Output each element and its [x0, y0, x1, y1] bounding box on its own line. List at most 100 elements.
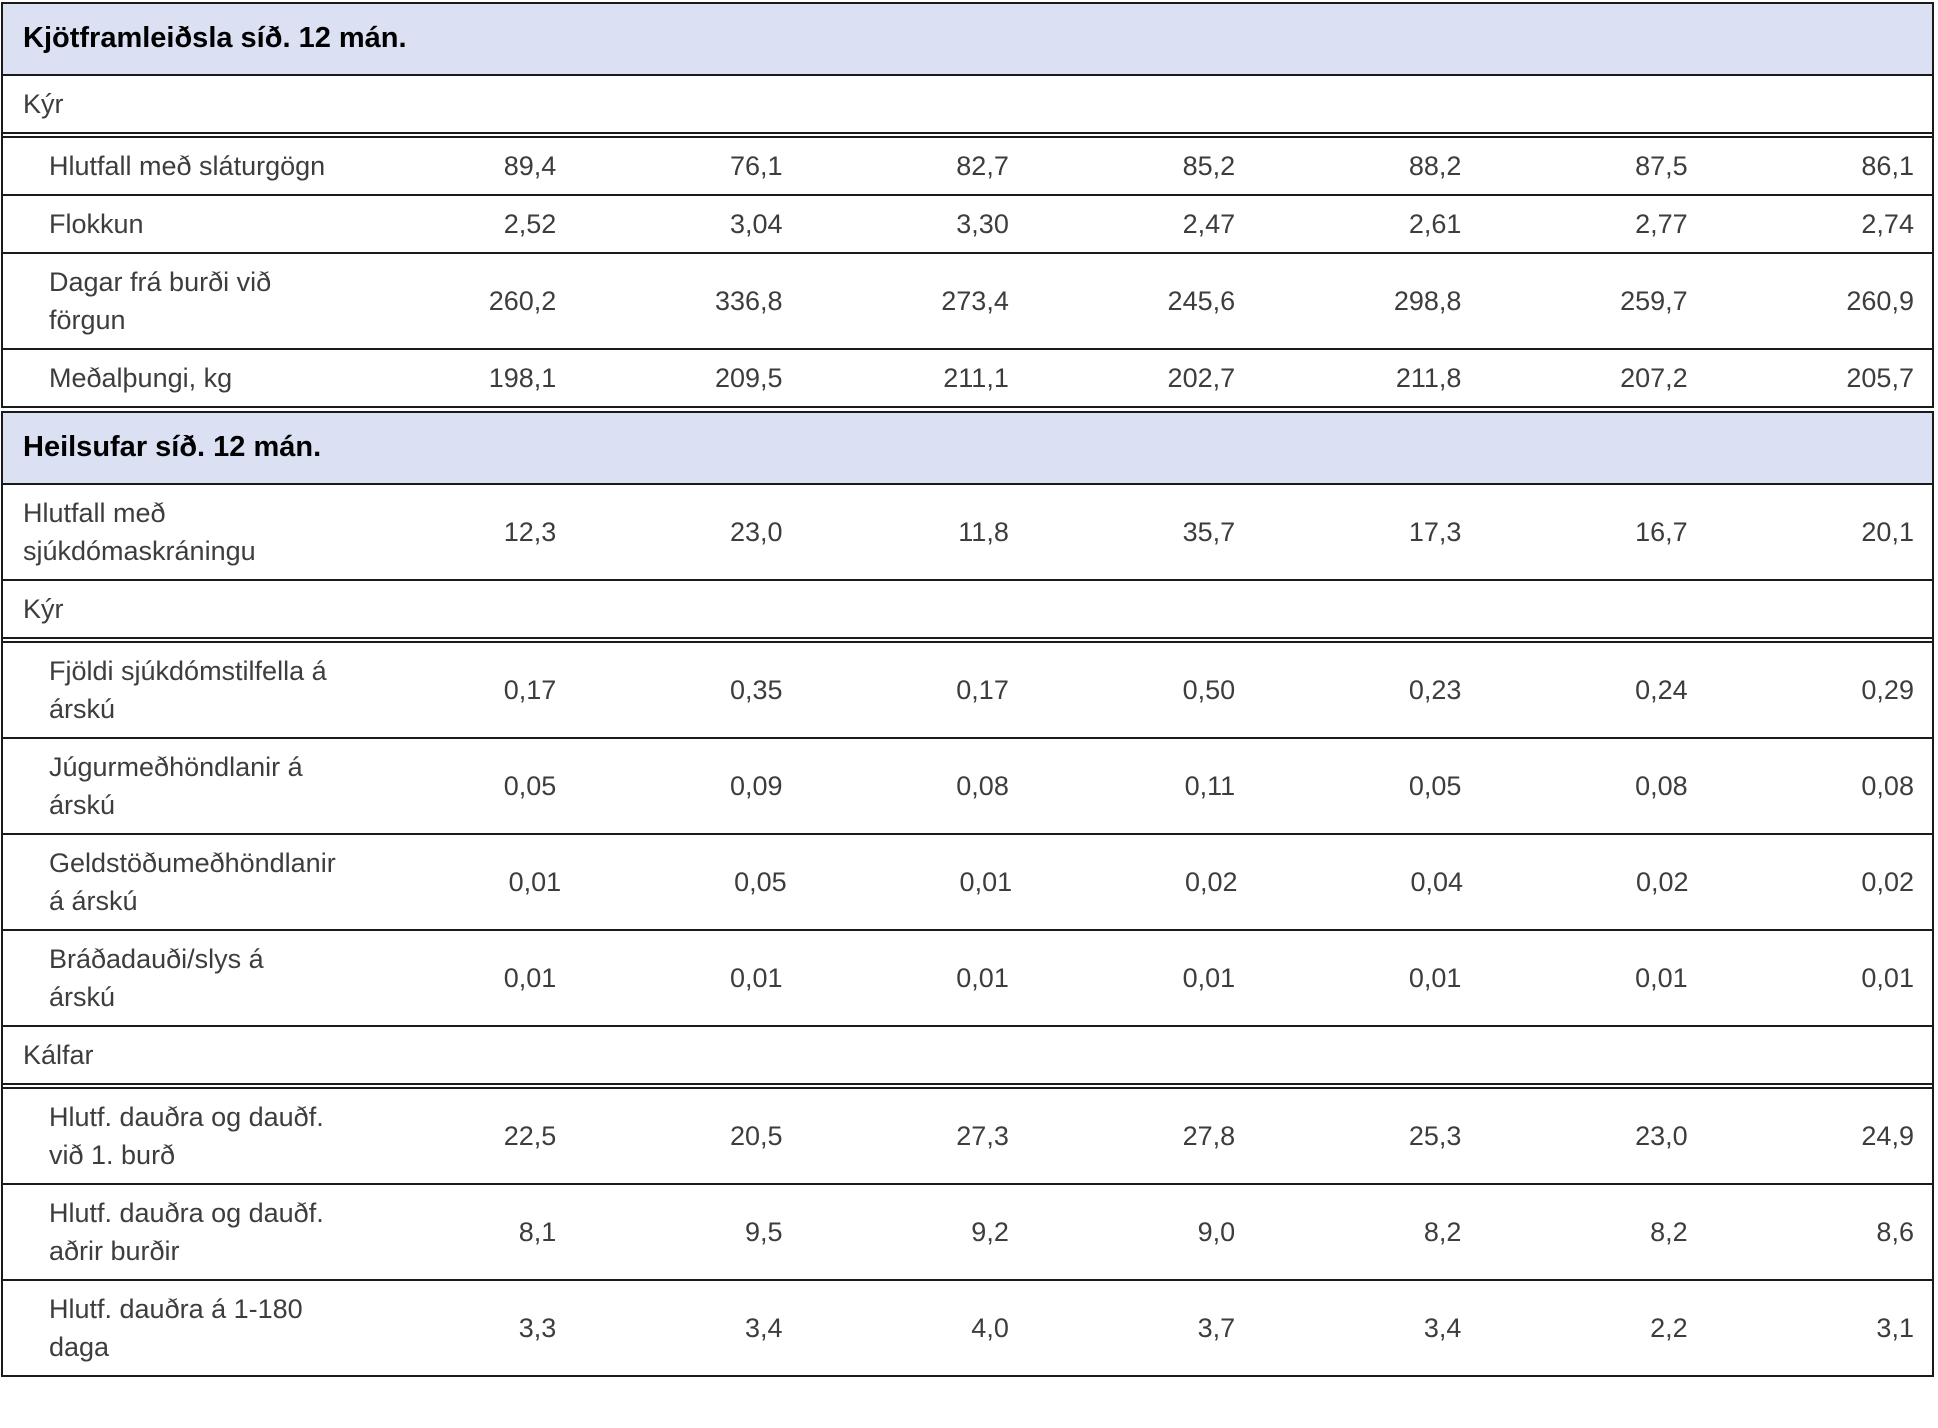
- metric-value: 8,1: [518, 1217, 557, 1247]
- metric-label: Bráðadauði/slys á árskú: [49, 944, 264, 1012]
- metric-value: 245,6: [1167, 286, 1236, 316]
- metric-label: Flokkun: [49, 209, 144, 239]
- metric-value: 0,02: [1861, 867, 1914, 897]
- metric-value: 8,2: [1423, 1217, 1462, 1247]
- metric-value: 211,8: [1395, 363, 1462, 393]
- metric-label: Júgurmeðhöndlanir á árskú: [49, 752, 303, 820]
- metric-value: 86,1: [1861, 151, 1914, 181]
- metric-value: 0,02: [1635, 867, 1689, 897]
- metric-value: 3,30: [956, 209, 1009, 239]
- section-rows: Kýr Hlutfall með sláturgögn 89,4 76,1 82,7 85…: [3, 74, 1932, 406]
- group-label-row: Kýr: [3, 74, 1932, 132]
- metric-value: 0,01: [1182, 963, 1236, 993]
- metric-value: 0,35: [730, 675, 783, 705]
- group-label: Kýr: [23, 89, 64, 119]
- metric-value: 207,2: [1620, 363, 1688, 393]
- metric-value: 0,01: [730, 963, 783, 993]
- metric-value: 0,01: [1861, 963, 1914, 993]
- section-rows: Hlutfall með sjúkdómaskráningu 12,3 23,0 11…: [3, 483, 1932, 1375]
- group-label-row: Kálfar: [3, 1025, 1932, 1083]
- metric-row: Dagar frá burði við förgun 260,2 336,8 273,…: [3, 252, 1932, 348]
- metric-value: 2,61: [1408, 209, 1462, 239]
- metric-row: Geldstöðumeðhöndlanir á árskú 0,01 0,05 0,0…: [3, 833, 1932, 929]
- metric-value: 0,01: [956, 963, 1009, 993]
- section-header: Kjötframleiðsla síð. 12 mán.: [3, 4, 1932, 74]
- metric-value: 273,4: [941, 286, 1009, 316]
- metric-label: Hlutf. dauðra og dauðf. við 1. burð: [49, 1102, 324, 1170]
- metric-value: 0,24: [1635, 675, 1688, 705]
- metric-value: 0,01: [1408, 963, 1462, 993]
- group-label-row: Kýr: [3, 579, 1932, 637]
- metric-label: Fjöldi sjúkdómstilfella á árskú: [49, 656, 327, 724]
- metric-value: 23,0: [730, 517, 783, 547]
- metric-value: 260,9: [1846, 286, 1914, 316]
- metric-label: Hlutfall með sláturgögn: [49, 151, 326, 181]
- metric-label: Hlutf. dauðra og dauðf. aðrir burðir: [49, 1198, 324, 1266]
- metric-value: 3,1: [1876, 1313, 1914, 1343]
- metric-value: 25,3: [1408, 1121, 1462, 1151]
- metric-value: 89,4: [503, 151, 557, 181]
- metric-row: Bráðadauði/slys á árskú 0,01 0,01 0,01 0,01 0…: [3, 929, 1932, 1025]
- group-label: Kýr: [23, 594, 64, 624]
- metric-value: 8,6: [1876, 1217, 1914, 1247]
- metric-value: 198,1: [488, 363, 557, 393]
- metric-value: 0,29: [1861, 675, 1914, 705]
- report-section: Kjötframleiðsla síð. 12 mán. Kýr Hlutfall…: [1, 2, 1934, 408]
- metric-value: 16,7: [1635, 517, 1688, 547]
- metric-value: 336,8: [714, 286, 783, 316]
- metric-value: 259,7: [1620, 286, 1688, 316]
- metric-value: 9,0: [1197, 1217, 1236, 1247]
- metric-value: 0,01: [508, 867, 562, 897]
- metric-value: 260,2: [488, 286, 557, 316]
- metric-value: 209,5: [714, 363, 783, 393]
- metric-value: 2,47: [1182, 209, 1236, 239]
- metric-value: 0,05: [734, 867, 787, 897]
- metric-value: 0,08: [1861, 771, 1914, 801]
- metric-row: Meðalþungi, kg 198,1 209,5 211,1 202,7 211,8 2…: [3, 348, 1932, 406]
- metric-value: 8,2: [1650, 1217, 1688, 1247]
- metric-value: 23,0: [1635, 1121, 1688, 1151]
- metric-value: 76,1: [730, 151, 783, 181]
- metric-value: 0,04: [1410, 867, 1464, 897]
- metric-label: Dagar frá burði við förgun: [49, 267, 272, 335]
- metric-value: 4,0: [971, 1313, 1009, 1343]
- metric-row: Hlutfall með sjúkdómaskráningu 12,3 23,0 11…: [3, 483, 1932, 579]
- metric-value: 0,05: [1408, 771, 1462, 801]
- report-table: Kjötframleiðsla síð. 12 mán. Kýr Hlutfall…: [1, 2, 1934, 1377]
- metric-value: 88,2: [1408, 151, 1462, 181]
- metric-value: 9,5: [745, 1217, 783, 1247]
- metric-value: 0,01: [959, 867, 1013, 897]
- metric-value: 0,01: [1635, 963, 1688, 993]
- metric-value: 11,8: [958, 517, 1009, 547]
- metric-value: 35,7: [1182, 517, 1236, 547]
- metric-row: Hlutf. dauðra á 1-180 daga 3,3 3,4 4,0 3,7 3,…: [3, 1279, 1932, 1375]
- metric-value: 20,1: [1861, 517, 1914, 547]
- metric-value: 0,09: [730, 771, 783, 801]
- metric-value: 2,77: [1635, 209, 1688, 239]
- metric-value: 0,17: [503, 675, 557, 705]
- metric-value: 205,7: [1846, 363, 1914, 393]
- metric-label: Geldstöðumeðhöndlanir á árskú: [49, 848, 336, 916]
- metric-value: 3,4: [1423, 1313, 1462, 1343]
- metric-value: 12,3: [503, 517, 557, 547]
- metric-value: 0,02: [1185, 867, 1238, 897]
- metric-value: 3,7: [1197, 1313, 1236, 1343]
- group-label: Kálfar: [23, 1040, 94, 1070]
- metric-row: Flokkun 2,52 3,04 3,30 2,47 2,61 2,77 2,74: [3, 194, 1932, 252]
- metric-value: 0,01: [503, 963, 557, 993]
- metric-value: 0,05: [503, 771, 557, 801]
- metric-label: Hlutfall með sjúkdómaskráningu: [23, 498, 256, 566]
- section-header: Heilsufar síð. 12 mán.: [3, 413, 1932, 483]
- metric-value: 17,3: [1408, 517, 1462, 547]
- metric-value: 0,17: [956, 675, 1009, 705]
- metric-row: Hlutfall með sláturgögn 89,4 76,1 82,7 85,2 8…: [3, 132, 1932, 194]
- metric-value: 2,74: [1861, 209, 1914, 239]
- metric-value: 87,5: [1635, 151, 1688, 181]
- metric-value: 22,5: [503, 1121, 557, 1151]
- metric-value: 0,23: [1408, 675, 1462, 705]
- metric-value: 27,3: [956, 1121, 1009, 1151]
- metric-label: Hlutf. dauðra á 1-180 daga: [49, 1294, 303, 1362]
- metric-value: 9,2: [971, 1217, 1009, 1247]
- metric-value: 2,2: [1650, 1313, 1688, 1343]
- report-section: Heilsufar síð. 12 mán. Hlutfall með sjúk…: [1, 411, 1934, 1377]
